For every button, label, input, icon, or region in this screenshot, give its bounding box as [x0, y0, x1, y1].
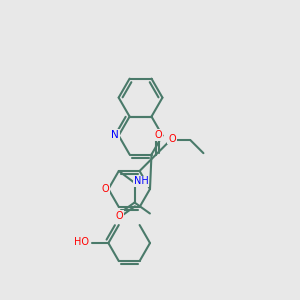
Text: HO: HO — [74, 237, 89, 247]
Text: O: O — [102, 184, 109, 194]
Text: N: N — [111, 130, 119, 140]
Text: O: O — [116, 211, 123, 221]
Text: NH: NH — [134, 176, 148, 186]
Text: O: O — [154, 130, 162, 140]
Text: O: O — [168, 134, 176, 143]
